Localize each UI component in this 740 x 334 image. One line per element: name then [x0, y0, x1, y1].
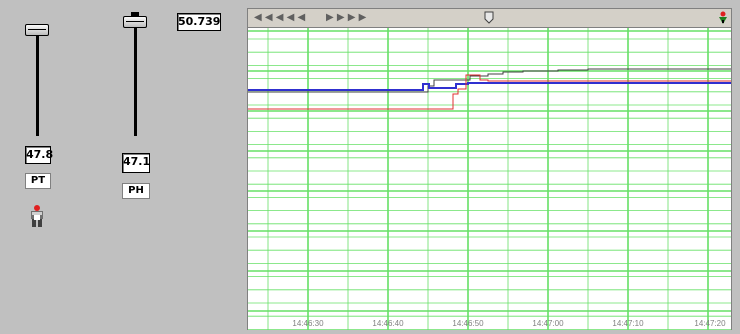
ph-slider-track[interactable] [134, 28, 137, 136]
ph-slider-thumb[interactable] [123, 16, 147, 28]
scroll-back-buttons[interactable]: ◀ ◀ ◀ ◀ ◀ [254, 12, 306, 23]
x-tick-label: 14:46:30 [292, 319, 324, 328]
x-tick-label: 14:47:20 [694, 319, 726, 328]
x-tick-label: 14:46:50 [452, 319, 484, 328]
pt-tag-label: PT [25, 173, 51, 189]
trend-chart[interactable]: 14:46:30 14:46:40 14:46:50 14:47:00 14:4… [248, 28, 731, 330]
pt-slider-track[interactable] [36, 36, 39, 136]
pen-line-blue [248, 82, 731, 91]
ph-value-display: 47.1 [122, 153, 150, 173]
x-tick-label: 14:46:40 [372, 319, 404, 328]
x-tick-label: 14:47:10 [612, 319, 644, 328]
trend-toolbar: ◀ ◀ ◀ ◀ ◀ ▶ ▶ ▶ ▶ [248, 9, 731, 28]
pen-line-red [248, 74, 731, 110]
x-axis-labels: 14:46:30 14:46:40 14:46:50 14:47:00 14:4… [292, 319, 726, 328]
trend-panel: ◀ ◀ ◀ ◀ ◀ ▶ ▶ ▶ ▶ 14:46:30 14:46:40 14:4… [247, 8, 732, 330]
ph-tag-label: PH [122, 183, 150, 199]
pt-value-display: 47.8 [25, 146, 53, 164]
pt-slider-thumb[interactable] [25, 24, 49, 36]
scroll-slider-icon[interactable] [484, 11, 494, 24]
ph-slider-cap [131, 12, 139, 17]
trend-pens [248, 68, 731, 110]
trend-pen-icon[interactable] [718, 11, 728, 25]
operator-icon[interactable] [29, 204, 45, 228]
x-tick-label: 14:47:00 [532, 319, 564, 328]
scroll-forward-buttons[interactable]: ▶ ▶ ▶ ▶ [326, 12, 367, 23]
pen-line-black [248, 68, 731, 93]
trend-grid [248, 28, 731, 330]
header-value-display: 50.739 [177, 13, 221, 31]
